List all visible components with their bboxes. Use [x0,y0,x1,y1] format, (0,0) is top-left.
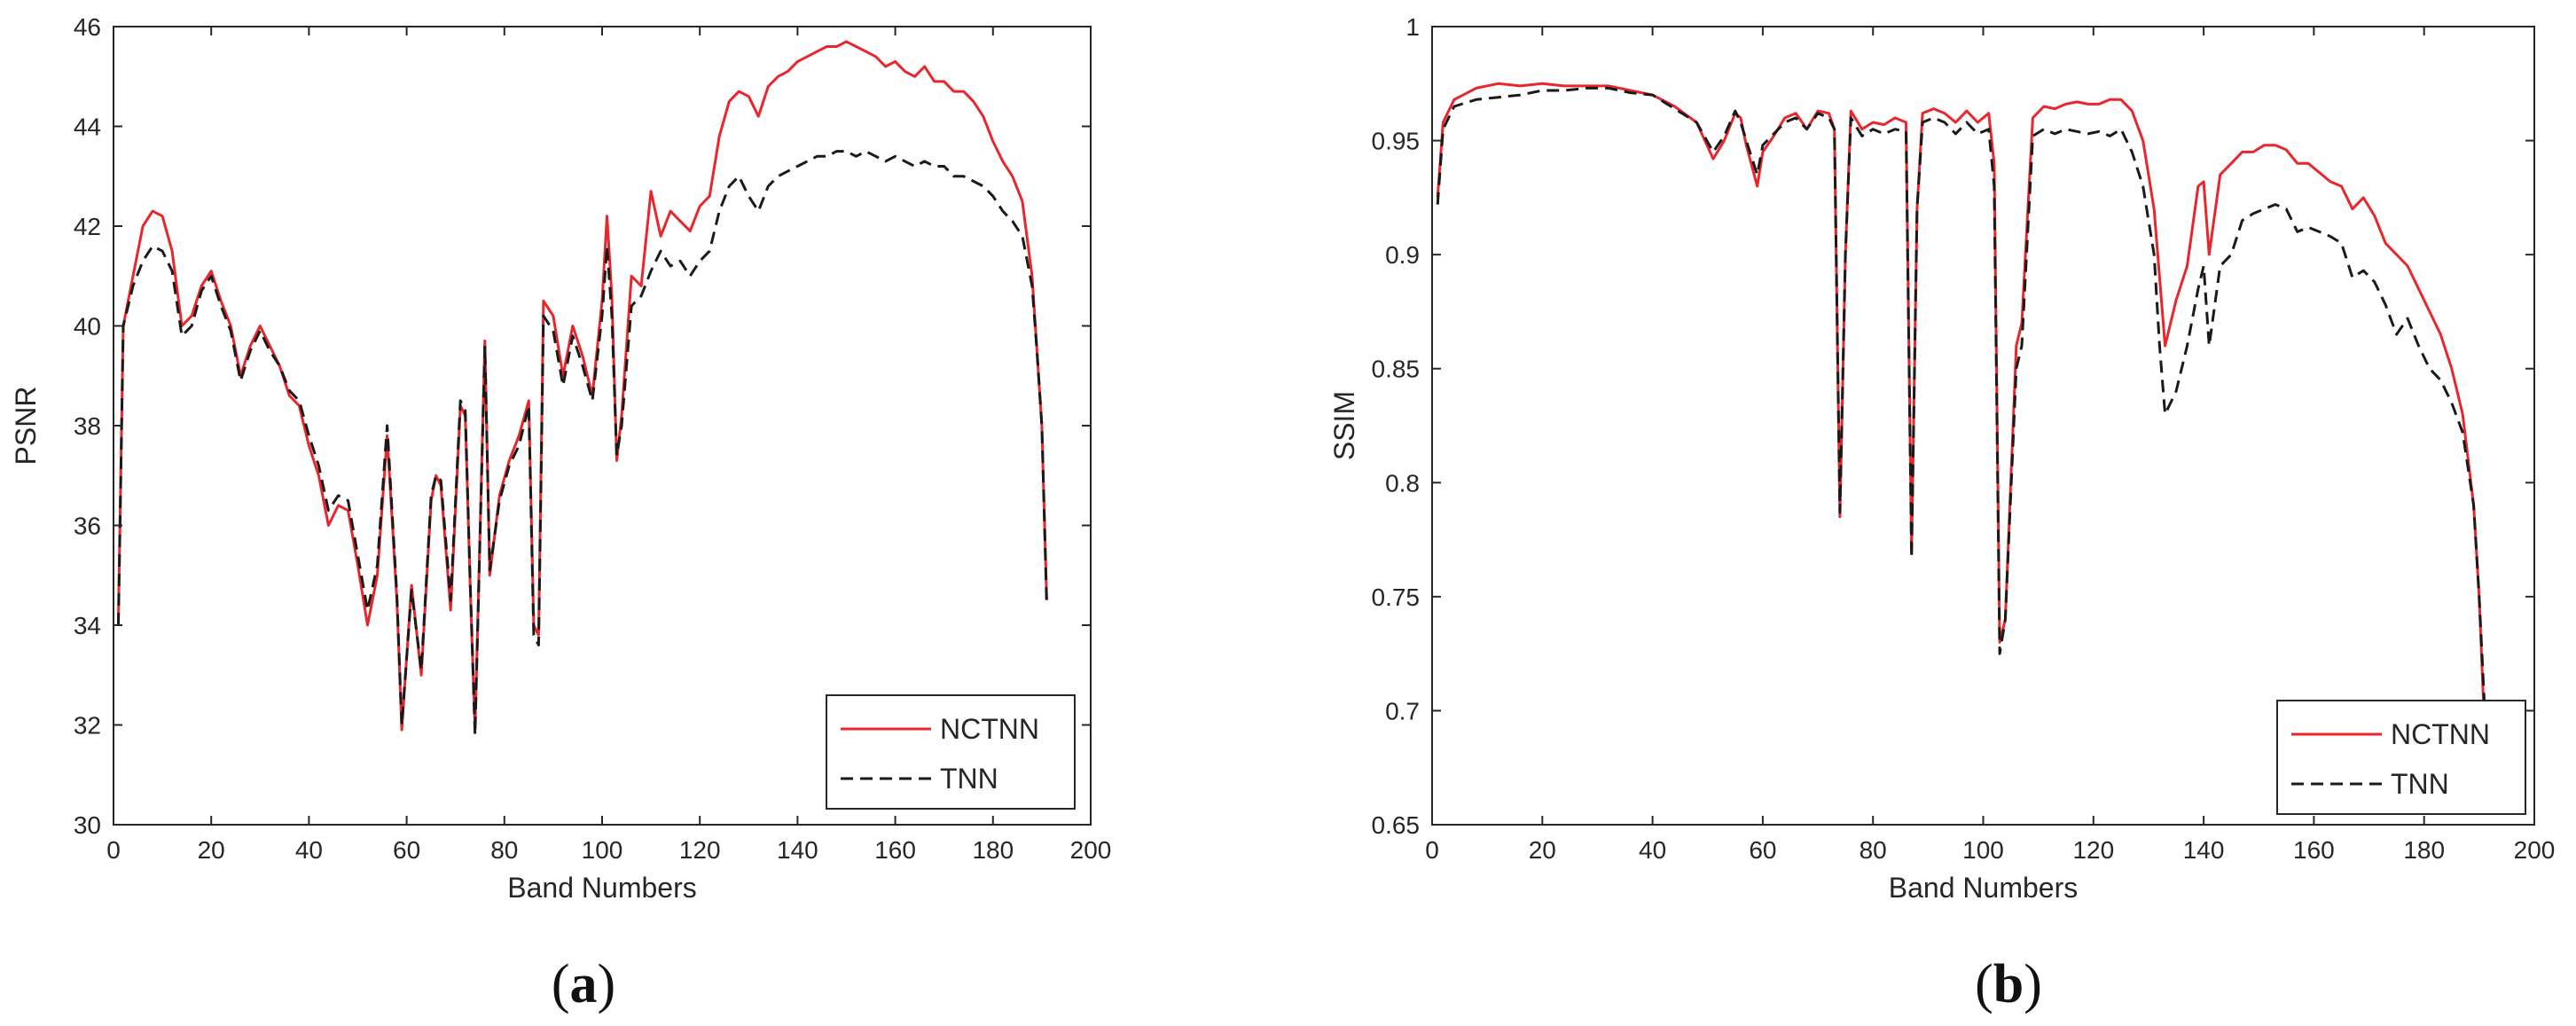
ssim-series-nctnn [1436,82,2486,734]
psnr-y-tick-label: 32 [74,712,101,740]
psnr-y-tick-label: 42 [74,213,101,240]
psnr-y-tick-label: 40 [74,313,101,341]
ssim-x-tick-label: 60 [1749,836,1776,864]
ssim-y-tick-label: 0.95 [1372,128,1421,155]
ssim-y-tick-label: 0.65 [1372,811,1421,839]
psnr-x-tick-label: 40 [295,836,323,864]
psnr-legend-box [826,694,1076,810]
panel-label-a-open: ( [552,954,570,1014]
chart-psnr: 0 20 40 60 80 100 120 140 160 180 200 30 32 34 36 38 40 4… [10,13,1111,1014]
psnr-x-tick-label: 180 [972,836,1014,864]
psnr-y-tick-label: 38 [74,412,101,440]
psnr-x-tick-label: 20 [198,836,225,864]
ssim-y-axis-label: SSIM [1328,391,1360,460]
ssim-x-tick-label: 160 [2293,836,2335,864]
ssim-series-group [1436,82,2486,734]
ssim-legend-tnn-label: TNN [2391,768,2449,800]
psnr-series-nctnn [117,40,1048,732]
ssim-y-tick-label: 0.85 [1372,356,1421,383]
ssim-legend-box [2276,700,2526,815]
ssim-x-tick-label: 200 [2514,836,2556,864]
ssim-y-tick-label: 0.9 [1385,241,1420,269]
psnr-ticks: 0 20 40 60 80 100 120 140 160 180 200 30 32 34 36 38 40 4… [74,13,1112,864]
psnr-legend-nctnn-label: NCTNN [940,713,1039,745]
panel-label-a-letter: a [570,954,598,1014]
psnr-y-tick-label: 36 [74,513,101,540]
psnr-x-tick-label: 200 [1070,836,1112,864]
panel-label-b: (b) [1975,954,2042,1014]
ssim-series-tnn [1436,86,2486,711]
ssim-x-tick-label: 80 [1860,836,1887,864]
panel-label-b-close: ) [2024,954,2042,1014]
ssim-y-tick-label: 0.8 [1385,469,1420,497]
psnr-y-tick-label: 34 [74,612,101,639]
psnr-x-tick-label: 60 [393,836,420,864]
psnr-legend: NCTNN TNN [826,694,1076,810]
psnr-series-group [117,40,1048,737]
psnr-y-tick-label: 30 [74,811,101,839]
ssim-x-tick-label: 100 [1962,836,2004,864]
ssim-x-axis-label: Band Numbers [1889,872,2078,904]
ssim-x-tick-label: 120 [2072,836,2114,864]
panel-label-a: (a) [552,954,615,1014]
psnr-x-tick-label: 160 [874,836,916,864]
psnr-x-tick-label: 80 [490,836,518,864]
ssim-legend: NCTNN TNN [2276,700,2526,815]
psnr-y-tick-label: 46 [74,13,101,41]
ssim-x-tick-label: 0 [1425,836,1439,864]
psnr-legend-tnn-label: TNN [940,763,998,795]
psnr-x-tick-label: 100 [582,836,623,864]
ssim-y-tick-label: 0.75 [1372,583,1421,611]
ssim-x-tick-label: 20 [1529,836,1556,864]
ssim-ticks: 0 20 40 60 80 100 120 140 160 180 200 0.65 0.7 0.75 0.… [1372,13,2556,864]
panel-label-b-open: ( [1975,954,1993,1014]
psnr-y-tick-label: 44 [74,114,101,141]
chart-ssim: 0 20 40 60 80 100 120 140 160 180 200 0.65 0.7 0.75 0.… [1328,13,2555,1014]
ssim-x-tick-label: 40 [1639,836,1666,864]
ssim-x-tick-label: 140 [2183,836,2225,864]
psnr-x-tick-label: 140 [777,836,818,864]
ssim-y-tick-label: 0.7 [1385,697,1420,724]
psnr-x-tick-label: 120 [679,836,721,864]
ssim-x-tick-label: 180 [2403,836,2445,864]
ssim-y-tick-label: 1 [1405,13,1420,41]
psnr-x-axis-label: Band Numbers [507,872,696,904]
psnr-y-axis-label: PSNR [10,387,42,466]
psnr-x-tick-label: 0 [106,836,121,864]
panel-label-a-close: ) [598,954,616,1014]
panel-label-b-letter: b [1993,954,2024,1014]
psnr-series-tnn [117,150,1048,737]
ssim-legend-nctnn-label: NCTNN [2391,718,2490,750]
